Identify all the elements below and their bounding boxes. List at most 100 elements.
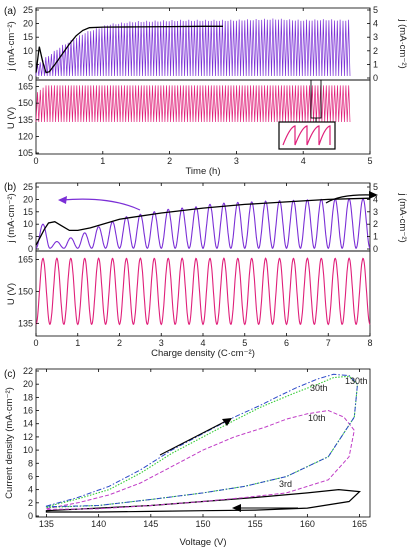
panel-b-right-ytick-label-5: 5 (373, 182, 378, 192)
panel-a-left-y-label: j (mA·cm⁻²) (6, 21, 17, 71)
panel-a-xtick-label-5: 5 (367, 156, 372, 166)
panel-b-voltage-ytick-label-135: 135 (18, 318, 33, 328)
panel-b-right-ytick-label-1: 1 (373, 232, 378, 242)
panel-c-series-130th (45, 373, 359, 508)
panel-a-xtick-label-3: 3 (234, 156, 239, 166)
panel-a-right-ytick-label-0: 0 (373, 73, 378, 83)
panel-a-xtick-label-1: 1 (100, 156, 105, 166)
panel-a-xtick-label-2: 2 (167, 156, 172, 166)
panel-b-voltage-y-label: U (V) (6, 283, 17, 305)
panel-c-left-ytick-label-0: 0 (28, 511, 33, 521)
panel-a-voltage-y-label: U (V) (6, 107, 17, 129)
panel-b-left-ytick-label-0: 0 (28, 244, 33, 254)
panel-a-voltage-ytick-label-105: 105 (18, 148, 33, 158)
series-label-10th: 10th (308, 413, 326, 423)
panel-c-xtick-label-155: 155 (248, 519, 263, 529)
panel-b-purple-arrowhead (58, 196, 67, 204)
panel-b-voltage-plot (35, 257, 371, 326)
panel-b-xtick-label-8: 8 (367, 338, 372, 348)
panel-a-left-ytick-label-25: 25 (23, 5, 33, 15)
panel-a-right-ytick-label-3: 3 (373, 32, 378, 42)
panel-c-left-ytick-label-12: 12 (23, 432, 33, 442)
panel-c-xtick-label-160: 160 (300, 519, 315, 529)
panel-c-left-ytick-label-4: 4 (28, 485, 33, 495)
panel-c-y-label: Current density (mA·cm⁻²) (4, 387, 15, 499)
panel-a-left-ytick-label-5: 5 (28, 59, 33, 69)
panel-a-left-ytick-label-10: 10 (23, 46, 33, 56)
panel-a-voltage-plot (35, 85, 351, 123)
panel-c-left-ytick-label-18: 18 (23, 392, 33, 402)
panel-a-voltage-ytick-label-135: 135 (18, 115, 33, 125)
panel-a-xtick-label-4: 4 (301, 156, 306, 166)
panel-c-label: (c) (4, 369, 16, 380)
panel-c-xtick-label-165: 165 (352, 519, 367, 529)
panel-a-voltage-ytick-label-120: 120 (18, 131, 33, 141)
panel-a-xtick-label-0: 0 (33, 156, 38, 166)
panel-b-right-ytick-label-0: 0 (373, 244, 378, 254)
panel-a-right-y-label: j (mA·cm⁻²) (397, 18, 408, 68)
series-label-130th: 130th (345, 376, 368, 386)
panel-a-black-envelope-series (35, 25, 223, 74)
panel-b-label: (b) (4, 182, 16, 193)
series-label-3rd: 3rd (279, 479, 292, 489)
panel-a-current-plot (35, 18, 351, 77)
panel-c-down-arrowhead (232, 504, 241, 512)
panel-b-x-label: Charge density (C·cm⁻²) (151, 348, 255, 359)
panel-a-x-label: Time (h) (185, 166, 220, 177)
panel-b-black-envelope-series (35, 197, 371, 246)
panel-c-series-10th (45, 409, 355, 510)
panel-c-xtick-label-140: 140 (91, 519, 106, 529)
panel-c-xtick-label-145: 145 (143, 519, 158, 529)
panel-a-left-ytick-label-20: 20 (23, 19, 33, 29)
panel-c-left-ytick-label-20: 20 (23, 379, 33, 389)
panel-b-xtick-label-1: 1 (75, 338, 80, 348)
panel-b-left-ytick-label-15: 15 (23, 207, 33, 217)
panel-a-voltage-ytick-label-150: 150 (18, 98, 33, 108)
panel-b-xtick-label-6: 6 (284, 338, 289, 348)
panel-a-ticks: 0 1 2 3 4 5 0 5 10 15 20 25 0 1 2 3 4 5 105 120 135 150 165 (18, 5, 378, 166)
panel-a-left-ytick-label-15: 15 (23, 32, 33, 42)
panel-b-purple-arrow (61, 198, 141, 211)
panel-c-series-3rd (45, 488, 361, 513)
panel-c-up-arrowhead (222, 418, 232, 426)
panel-c-x-label: Voltage (V) (180, 537, 227, 548)
panel-b-left-ytick-label-5: 5 (28, 232, 33, 242)
panel-b-right-ytick-label-2: 2 (373, 219, 378, 229)
panel-a-right-ytick-label-5: 5 (373, 5, 378, 15)
panel-c-left-ytick-label-16: 16 (23, 406, 33, 416)
panel-b-left-y-label: j (mA·cm⁻²) (6, 193, 17, 243)
panel-c-series-30th (45, 375, 359, 508)
panel-a-voltage-ytick-label-165: 165 (18, 82, 33, 92)
panel-b-top-frame (35, 182, 371, 252)
panel-b-black-arrowhead (369, 191, 378, 199)
panel-a-right-ytick-label-4: 4 (373, 19, 378, 29)
panel-b-right-ytick-label-4: 4 (373, 194, 378, 204)
panel-b-right-y-label: j (mA·cm⁻²) (397, 192, 408, 242)
panel-a-purple-current-series (35, 18, 351, 77)
panel-a-inset-curve (282, 125, 331, 146)
panel-c-ticks: 135 140 145 150 155 160 165 0 2 4 6 8 10 12 14 16 18 20 22 (23, 366, 367, 529)
panel-a-label: (a) (4, 6, 16, 17)
panel-c-xtick-label-150: 150 (195, 519, 210, 529)
panel-b-xtick-label-0: 0 (33, 338, 38, 348)
panel-b-xtick-label-5: 5 (242, 338, 247, 348)
panel-b-pink-voltage-series (35, 257, 371, 326)
panel-c-up-arrow (159, 420, 227, 456)
panel-b-purple-current-series (35, 197, 371, 250)
panel-c-xtick-label-135: 135 (39, 519, 54, 529)
panel-b-right-ytick-label-3: 3 (373, 207, 378, 217)
panel-b-left-ytick-label-20: 20 (23, 194, 33, 204)
panel-c-left-ytick-label-8: 8 (28, 458, 33, 468)
panel-b-xtick-label-2: 2 (117, 338, 122, 348)
series-label-30th: 30th (310, 383, 328, 393)
panel-c-left-ytick-label-2: 2 (28, 498, 33, 508)
panel-a-pink-voltage-series (35, 85, 351, 123)
panel-b-voltage-ytick-label-150: 150 (18, 286, 33, 296)
panel-b-left-ytick-label-10: 10 (23, 219, 33, 229)
panel-a-left-ytick-label-0: 0 (28, 73, 33, 83)
panel-b-voltage-ytick-label-165: 165 (18, 254, 33, 264)
panel-c-plot (45, 373, 361, 513)
panel-c-left-ytick-label-10: 10 (23, 445, 33, 455)
panel-c-left-ytick-label-14: 14 (23, 419, 33, 429)
